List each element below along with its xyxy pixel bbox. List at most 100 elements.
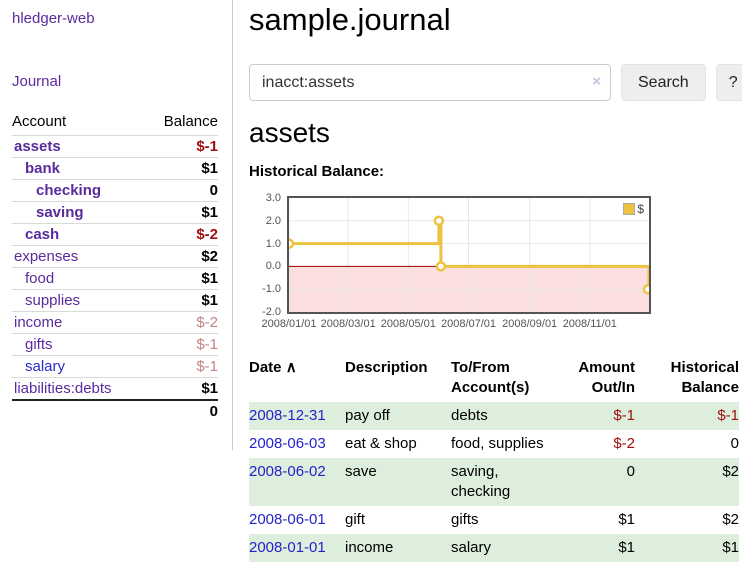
sidebar-account-link-checking[interactable]: checking [36, 182, 102, 199]
sidebar-item-journal[interactable]: Journal [12, 73, 62, 90]
x-axis-tick-label: 2008/03/01 [320, 318, 376, 330]
search-box: × [249, 64, 611, 101]
transaction-balance: $2 [722, 511, 739, 528]
transaction-date-link[interactable]: 2008-06-01 [249, 511, 326, 528]
date-header-label: Date [249, 359, 282, 376]
help-button[interactable]: ? [715, 64, 742, 101]
y-axis-tick-label: 3.0 [265, 192, 281, 204]
account-balance: $1 [145, 289, 218, 312]
register-header-description: Description [345, 359, 428, 376]
register-header-row: Date ∧ Description To/From Account(s) Amo… [249, 354, 739, 402]
x-axis-tick-label: 2008/11/01 [562, 318, 617, 330]
page-title: sample.journal [249, 2, 451, 37]
sidebar-account-link-income[interactable]: income [14, 314, 63, 331]
chart-plot-area: $ [287, 196, 651, 314]
sidebar-account-link-food[interactable]: food [25, 270, 55, 287]
account-row: gifts $-1 [12, 333, 218, 356]
transaction-row: 2008-06-02 save saving, checking 0 $2 [249, 458, 739, 506]
clear-search-icon[interactable]: × [592, 73, 601, 90]
account-balance: $-1 [145, 135, 218, 158]
sidebar-account-link-saving[interactable]: saving [36, 204, 84, 221]
account-row: checking 0 [12, 179, 218, 202]
sidebar-account-link-expenses[interactable]: expenses [14, 248, 79, 265]
account-balance: $2 [145, 245, 218, 268]
transaction-description: income [345, 539, 394, 556]
transaction-row: 2008-12-31 pay off debts $-1 $-1 [249, 402, 739, 430]
y-axis-tick-label: 0.0 [265, 260, 281, 273]
chart-heading: Historical Balance: [249, 163, 385, 180]
search-button[interactable]: Search [621, 64, 706, 101]
account-balance: 0 [145, 179, 218, 202]
account-row: expenses $2 [12, 245, 218, 268]
sidebar-account-link-bank[interactable]: bank [25, 160, 61, 177]
account-row: saving $1 [12, 201, 218, 224]
account-balance: $-2 [145, 311, 218, 334]
x-axis-tick-label: 2008/01/01 [261, 318, 317, 330]
register-header-date[interactable]: Date ∧ [249, 354, 345, 402]
x-axis-tick-label: 2008/05/01 [380, 318, 436, 330]
account-balance: $1 [145, 201, 218, 224]
register-header-accounts: To/From Account(s) [451, 359, 530, 396]
sidebar-account-link-gifts[interactable]: gifts [25, 336, 53, 353]
transaction-accounts: food, supplies [451, 435, 544, 452]
accounts-rows: assets $-1 bank $1 checking 0 saving $1 cash $-2 e… [12, 135, 218, 400]
accounts-total: 0 [145, 399, 218, 422]
accounts-total-row: 0 [12, 399, 218, 422]
chart-legend: $ [621, 201, 646, 217]
sidebar-account-link-salary[interactable]: salary [25, 358, 66, 375]
account-row: food $1 [12, 267, 218, 290]
transaction-amount: $1 [618, 539, 635, 556]
transaction-description: save [345, 463, 377, 480]
account-balance: $-1 [145, 333, 218, 356]
account-heading: assets [249, 117, 330, 148]
sidebar-account-link-supplies[interactable]: supplies [25, 292, 81, 309]
account-row: liabilities:debts $1 [12, 377, 218, 400]
app: hledger-web Journal Account Balance asse… [0, 0, 742, 562]
transaction-balance: $-1 [717, 407, 739, 424]
account-row: salary $-1 [12, 355, 218, 378]
transaction-amount: $-1 [613, 407, 635, 424]
search-input[interactable] [249, 64, 611, 101]
transaction-date-link[interactable]: 2008-06-02 [249, 463, 326, 480]
sidebar-account-link-cash[interactable]: cash [25, 226, 60, 243]
legend-label: $ [637, 202, 644, 216]
sidebar: hledger-web Journal Account Balance asse… [0, 0, 233, 450]
register-rows: 2008-12-31 pay off debts $-1 $-1 2008-06-03 ea… [249, 402, 739, 562]
transaction-row: 2008-06-03 eat & shop food, supplies $-2 0 [249, 430, 739, 458]
transaction-balance: 0 [730, 435, 739, 452]
main-content: sample.journal × Search ? assets Histori… [233, 0, 742, 562]
account-row: bank $1 [12, 157, 218, 180]
transaction-amount: 0 [626, 463, 635, 480]
transaction-date-link[interactable]: 2008-06-03 [249, 435, 326, 452]
transaction-accounts: debts [451, 407, 488, 424]
app-title-link[interactable]: hledger-web [12, 10, 95, 27]
transaction-description: eat & shop [345, 435, 417, 452]
accounts-table: Account Balance assets $-1 bank $1 checking 0… [12, 110, 218, 422]
account-row: supplies $1 [12, 289, 218, 312]
y-axis-tick-label: -2.0 [262, 306, 281, 318]
transaction-balance: $1 [722, 539, 739, 556]
legend-swatch-icon [623, 203, 636, 215]
transaction-date-link[interactable]: 2008-01-01 [249, 539, 326, 556]
sidebar-account-link-assets[interactable]: assets [14, 138, 61, 155]
transaction-amount: $-2 [613, 435, 635, 452]
account-balance: $1 [145, 157, 218, 180]
sort-ascending-icon: ∧ [285, 359, 297, 376]
accounts-header-row: Account Balance [12, 110, 218, 136]
account-balance: $1 [145, 377, 218, 400]
register-header-balance: Historical Balance [670, 359, 739, 396]
transaction-row: 2008-06-01 gift gifts $1 $2 [249, 506, 739, 534]
transaction-date-link[interactable]: 2008-12-31 [249, 407, 326, 424]
account-row: income $-2 [12, 311, 218, 334]
sidebar-account-link-liabilities:debts[interactable]: liabilities:debts [14, 380, 112, 397]
accounts-header-balance: Balance [163, 113, 218, 130]
transaction-accounts: gifts [451, 511, 479, 528]
transaction-balance: $2 [722, 463, 739, 480]
chart-canvas [289, 198, 649, 312]
transaction-accounts: saving, checking [451, 463, 511, 500]
y-axis-tick-label: 1.0 [265, 237, 281, 250]
account-balance: $-2 [145, 223, 218, 246]
y-axis-tick-label: -1.0 [262, 283, 281, 296]
register-table: Date ∧ Description To/From Account(s) Amo… [249, 354, 739, 562]
accounts-header-account: Account [12, 113, 67, 130]
